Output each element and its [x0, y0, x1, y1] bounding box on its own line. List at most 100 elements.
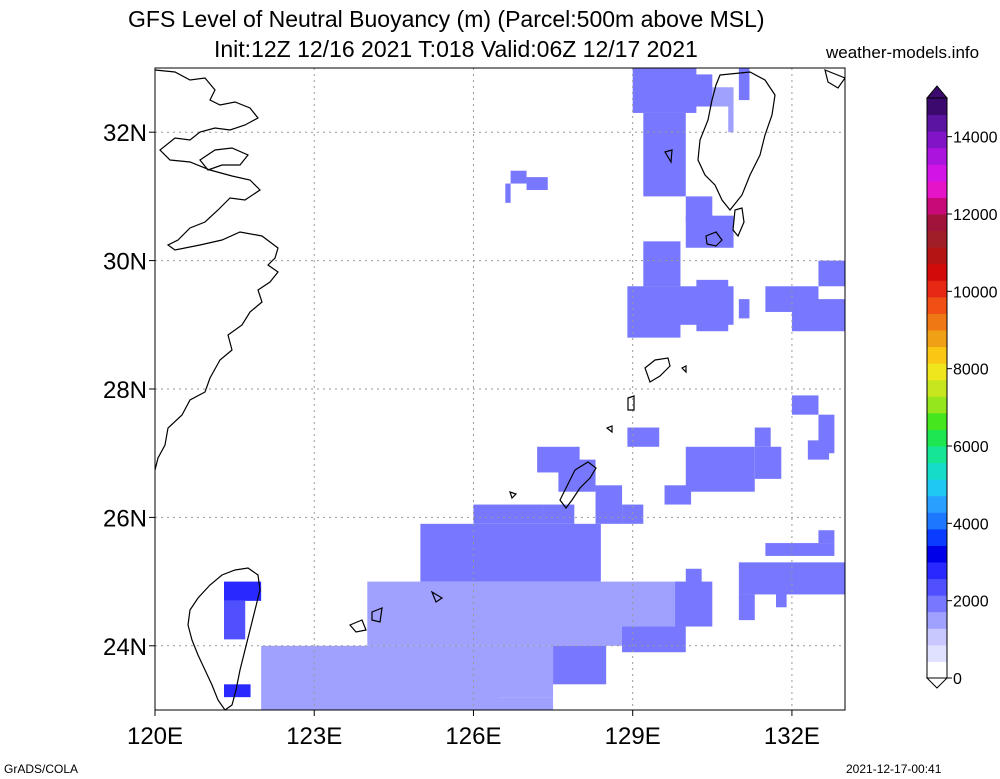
field-cell: [685, 215, 734, 248]
field-cell: [807, 440, 830, 460]
field-cell: [685, 74, 713, 107]
colorbar-swatch: [927, 379, 947, 397]
colorbar-frame: [926, 97, 948, 679]
island-kyushu: [697, 71, 776, 211]
colorbar-swatch: [927, 479, 947, 497]
island-kumejima: [509, 491, 518, 500]
lon-tick-label: 120E: [127, 723, 183, 750]
lat-tick-label: 26N: [103, 505, 147, 532]
field-cell: [643, 112, 686, 197]
field-cell: [261, 645, 500, 710]
buoyancy-field: [224, 68, 845, 710]
lon-tick-label: 129E: [605, 723, 661, 750]
coastline-layer: [155, 69, 845, 710]
field-cell: [553, 645, 607, 685]
field-cell: [696, 279, 729, 332]
island-shikoku-edge: [824, 69, 845, 89]
colorbar-tick-label: 14000: [953, 130, 998, 147]
field-cell: [627, 427, 660, 447]
island-small-2: [680, 365, 687, 374]
lon-tick-label: 123E: [286, 723, 342, 750]
island-okinawa: [559, 461, 597, 509]
axis-ticks: 120E 123E 126E 129E 132E 24N 26N 28N 30N 32N: [103, 120, 820, 750]
colorbar-swatch: [927, 661, 947, 679]
colorbar-swatch: [927, 164, 947, 182]
field-cell: [224, 600, 246, 640]
field-cell: [818, 260, 845, 287]
field-cell: [542, 504, 575, 524]
field-cell: [473, 504, 543, 524]
source-watermark: weather-models.info: [826, 43, 980, 62]
field-cell: [754, 446, 782, 479]
colorbar-swatch: [927, 197, 947, 215]
field-cell: [595, 485, 623, 524]
map-title-line1: GFS Level of Neutral Buoyancy (m) (Parce…: [128, 6, 765, 32]
field-cell: [500, 697, 554, 710]
colorbar-swatch: [927, 562, 947, 580]
colorbar-swatch: [927, 644, 947, 662]
island-yakushima: [705, 231, 723, 247]
colorbar-swatch: [927, 180, 947, 198]
colorbar-swatch: [927, 429, 947, 447]
colorbar-swatch: [927, 346, 947, 364]
field-cell: [627, 286, 681, 338]
island-taiwan: [187, 567, 261, 710]
colorbar-swatch: [927, 545, 947, 563]
colorbar-swatch: [927, 296, 947, 314]
colorbar-min-triangle: [925, 677, 949, 689]
colorbar-swatch: [927, 147, 947, 165]
field-cell: [224, 684, 251, 698]
colorbar-tick-label: 6000: [953, 439, 989, 456]
colorbar-swatch: [927, 578, 947, 596]
colorbar-swatch: [927, 396, 947, 414]
colorbar-swatch: [927, 595, 947, 613]
colorbar-swatch: [927, 628, 947, 646]
colorbar-swatch: [927, 363, 947, 381]
lat-tick-label: 28N: [103, 377, 147, 404]
island-small-1: [605, 425, 613, 434]
coastline-china: [155, 69, 279, 471]
colorbar-swatch: [927, 462, 947, 480]
colorbar-swatch: [927, 611, 947, 629]
colorbar-swatch: [927, 114, 947, 132]
map-title-line2: Init:12Z 12/16 2021 T:018 Valid:06Z 12/1…: [214, 36, 698, 62]
field-cell: [765, 543, 835, 556]
field-cell: [622, 504, 644, 524]
colorbar-tick-label: 12000: [953, 207, 998, 224]
field-cell: [685, 568, 702, 595]
footer-timestamp: 2021-12-17-00:41: [846, 762, 942, 776]
field-cell: [791, 299, 845, 332]
field-cell: [685, 446, 755, 492]
colorbar-tick-label: 10000: [953, 284, 998, 301]
lat-tick-label: 24N: [103, 634, 147, 661]
field-cell: [500, 645, 554, 698]
field-cell: [818, 530, 835, 544]
field-cell: [791, 395, 819, 415]
lon-tick-label: 126E: [445, 723, 501, 750]
field-cell: [420, 523, 601, 582]
colorbar-swatch: [927, 230, 947, 248]
colorbar-swatch: [927, 446, 947, 464]
field-cell: [776, 588, 787, 608]
colorbar-swatch: [927, 495, 947, 513]
island-iriomote: [371, 607, 383, 623]
gridlines: [155, 68, 845, 710]
field-cell: [643, 241, 681, 287]
colorbar-tick-label: 4000: [953, 516, 989, 533]
island-tokunoshima: [627, 395, 635, 411]
island-miyako: [430, 590, 444, 603]
colorbar-swatch: [927, 214, 947, 232]
lon-tick-label: 132E: [764, 723, 820, 750]
field-cell: [510, 170, 527, 184]
field-cell: [738, 68, 750, 101]
field-cell: [728, 106, 734, 133]
field-cell: [754, 427, 771, 447]
field-cell: [558, 459, 596, 492]
island-small-3: [664, 149, 673, 164]
island-ishigaki: [349, 619, 367, 633]
colorbar-max-triangle: [925, 85, 949, 99]
colorbar-swatch: [927, 313, 947, 331]
colorbar-swatch: [927, 263, 947, 281]
lat-tick-label: 32N: [103, 120, 147, 147]
colorbar-swatch: [927, 412, 947, 430]
